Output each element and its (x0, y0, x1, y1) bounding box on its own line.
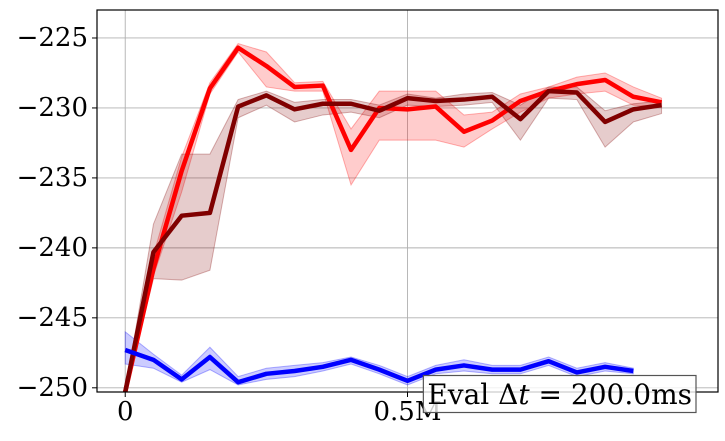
annotation-variable: t (518, 378, 530, 411)
series-1-line (123, 88, 662, 393)
grid (97, 10, 718, 392)
x-tick-label: 0 (117, 397, 134, 427)
annotation-prefix: Eval Δ (427, 378, 518, 411)
y-tick-label: −240 (17, 233, 88, 263)
y-tick-label: −225 (17, 23, 88, 53)
series-0-band (124, 43, 663, 393)
y-tick-label: −245 (17, 303, 88, 333)
y-tick-label: −230 (17, 93, 88, 123)
annotation-suffix: = 200.0ms (530, 378, 692, 411)
y-tick-label: −235 (17, 163, 88, 193)
series-2-line (124, 347, 634, 385)
y-tick-label: −250 (17, 373, 88, 403)
series-lines (123, 45, 662, 393)
series-0-line (123, 45, 662, 393)
x-axis: 0 0.5M (117, 392, 441, 427)
annotation-text: Eval Δt = 200.0ms (427, 378, 692, 411)
y-axis: −225 −230 −235 −240 −245 −250 (17, 23, 97, 403)
annotation-box (422, 374, 697, 414)
eval-annotation: Eval Δt = 200.0ms (422, 374, 697, 414)
